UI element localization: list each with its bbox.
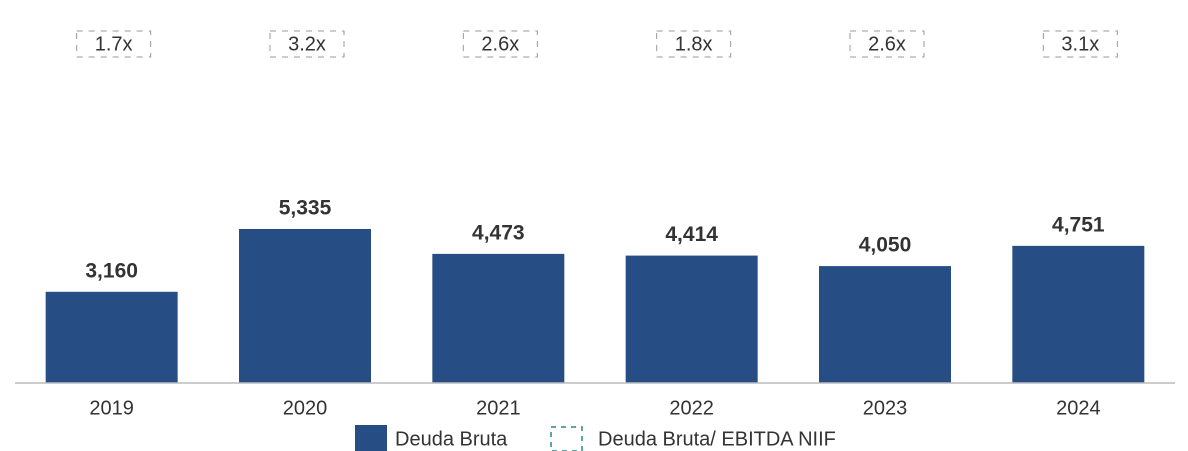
value-label: 4,050 <box>859 234 912 257</box>
bar <box>432 253 565 383</box>
ratio-label: 3.2x <box>288 33 326 55</box>
value-label: 4,414 <box>665 223 718 246</box>
ratio-label: 1.7x <box>95 33 133 55</box>
legend-label: Deuda Bruta/ EBITDA NIIF <box>598 428 836 450</box>
x-tick-label: 2023 <box>863 397 908 419</box>
bar <box>1012 245 1145 383</box>
x-tick-label: 2019 <box>89 397 134 419</box>
legend-label: Deuda Bruta <box>395 428 508 450</box>
x-tick-label: 2024 <box>1056 397 1101 419</box>
value-label: 4,473 <box>472 221 525 244</box>
ratio-box <box>656 30 732 58</box>
value-label: 5,335 <box>279 197 332 220</box>
legend-swatch <box>355 425 387 451</box>
ratio-box <box>1042 30 1118 58</box>
bar <box>625 255 758 383</box>
bar <box>239 229 371 383</box>
ratio-label: 1.8x <box>675 33 713 55</box>
ratio-box <box>269 30 345 58</box>
x-tick-label: 2021 <box>476 397 521 419</box>
ratio-box <box>76 30 152 58</box>
ratio-box <box>849 30 925 58</box>
ratio-box <box>462 30 538 58</box>
ratio-label: 3.1x <box>1061 33 1099 55</box>
bar <box>819 266 951 383</box>
x-tick-label: 2022 <box>669 397 714 419</box>
legend-swatch <box>550 426 583 451</box>
ratio-label: 2.6x <box>868 33 906 55</box>
value-label: 3,160 <box>85 259 138 282</box>
value-label: 4,751 <box>1052 213 1105 236</box>
ratio-label: 2.6x <box>481 33 519 55</box>
x-tick-label: 2020 <box>283 397 328 419</box>
bar <box>45 291 178 383</box>
